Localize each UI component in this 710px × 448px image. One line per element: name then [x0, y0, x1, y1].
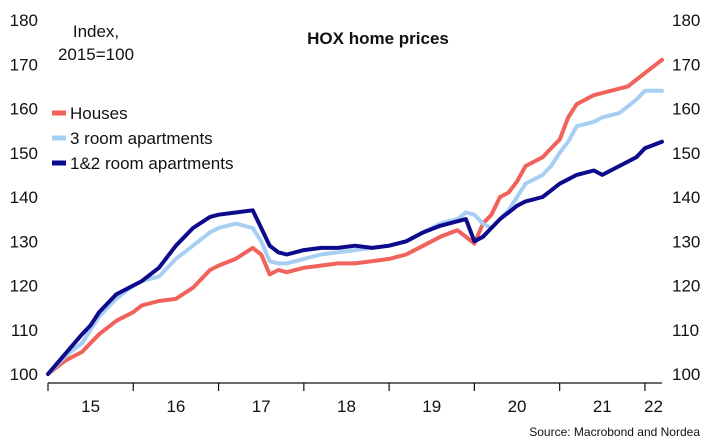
ylabel-line-1: Index, [73, 22, 119, 41]
y-tick-label-left: 140 [10, 188, 38, 207]
y-tick-label-left: 160 [10, 100, 38, 119]
x-axis: 15 16 17 18 19 20 21 22 [47, 382, 663, 416]
y-tick-label-left: 150 [10, 144, 38, 163]
series-line-houses [46, 57, 664, 376]
y-tick-label-right: 150 [672, 144, 700, 163]
x-tick-label: 21 [593, 397, 612, 416]
y-tick-label-right: 120 [672, 277, 700, 296]
y-tick-label-left: 170 [10, 55, 38, 74]
series-line-1-2-room-apartments [46, 139, 664, 376]
y-ticks-right: 100 110 120 130 140 150 160 170 180 [672, 11, 700, 384]
ylabel-line-2: 2015=100 [58, 45, 134, 64]
y-tick-label-right: 110 [672, 321, 699, 340]
y-tick-label-left: 110 [11, 321, 38, 340]
y-tick-label-left: 120 [10, 277, 38, 296]
x-tick-label: 22 [644, 397, 663, 416]
x-tick-label: 18 [337, 397, 356, 416]
x-tick-label: 19 [422, 397, 441, 416]
y-tick-label-right: 170 [672, 55, 700, 74]
y-tick-label-right: 160 [672, 100, 700, 119]
source-note: Source: Macrobond and Nordea [529, 425, 700, 439]
x-tick-label: 20 [508, 397, 527, 416]
x-tick-label: 15 [81, 397, 100, 416]
y-tick-label-left: 130 [10, 232, 38, 251]
legend: Houses 3 room apartments 1&2 room apartmen… [52, 104, 233, 173]
y-tick-label-left: 180 [10, 11, 38, 30]
x-tick-label: 16 [166, 397, 185, 416]
y-tick-label-right: 140 [672, 188, 700, 207]
x-tick-label: 17 [252, 397, 271, 416]
legend-label: Houses [70, 104, 128, 123]
y-ticks-left: 100 110 120 130 140 150 160 170 180 [10, 11, 38, 384]
y-tick-label-right: 130 [672, 232, 700, 251]
legend-label: 1&2 room apartments [70, 154, 233, 173]
chart-title: HOX home prices [307, 29, 449, 48]
y-tick-label-left: 100 [10, 365, 38, 384]
y-tick-label-right: 180 [672, 11, 700, 30]
legend-label: 3 room apartments [70, 129, 213, 148]
y-tick-label-right: 100 [672, 365, 700, 384]
series-lines [46, 57, 664, 376]
